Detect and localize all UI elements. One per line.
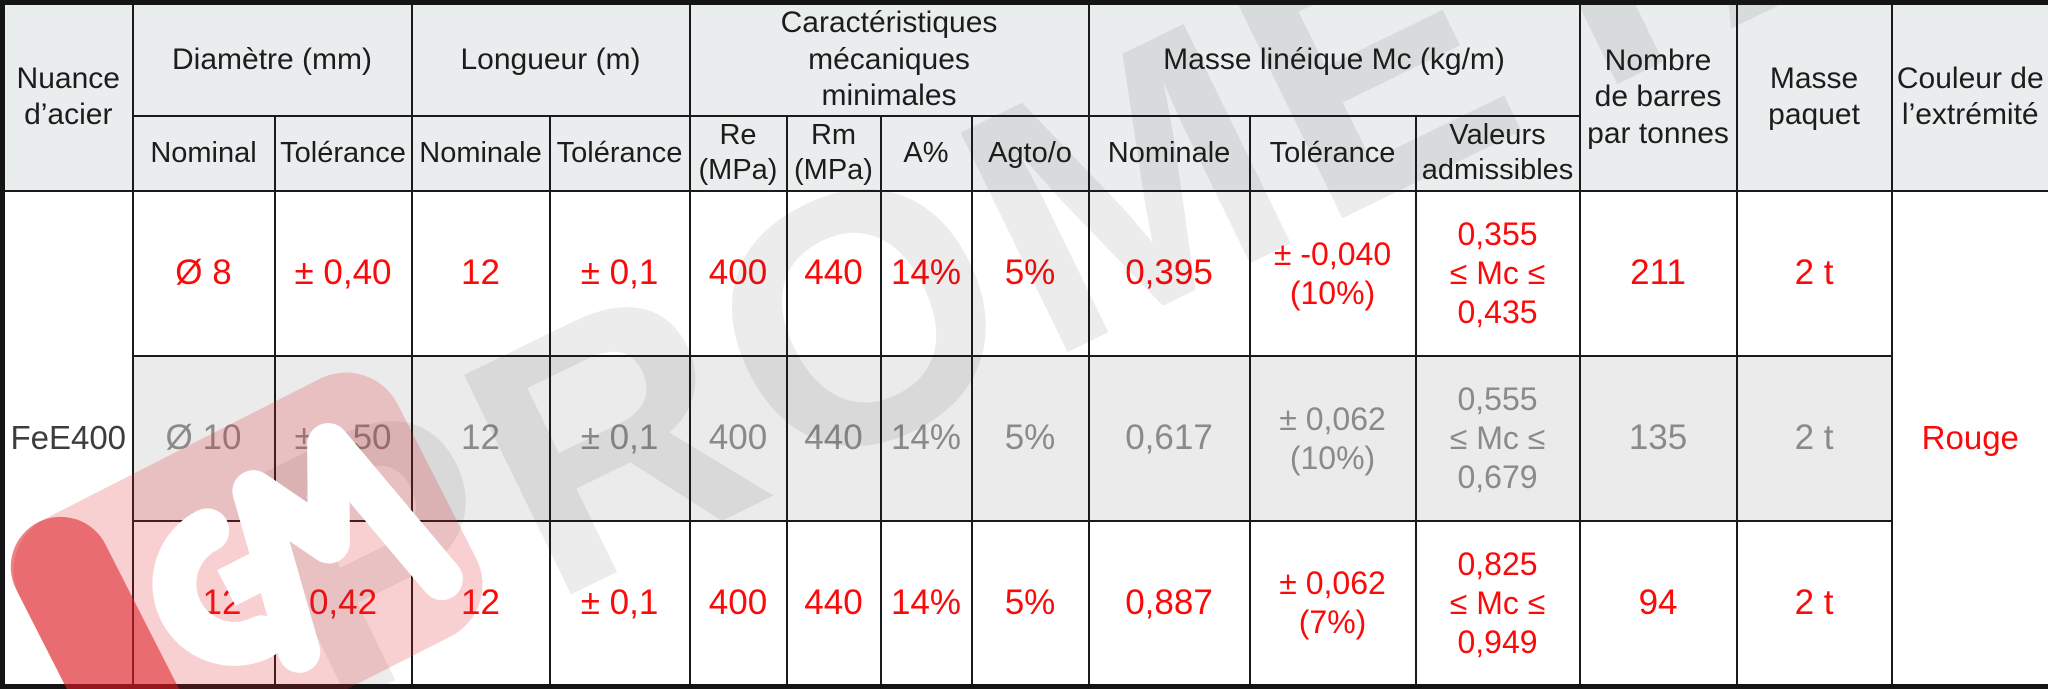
- subheader-rm-mpa: Rm (MPa): [785, 114, 882, 192]
- cell-mc-tolerance: ± 0,062 (7%): [1248, 520, 1417, 688]
- header-group-row: Nuance d’acier Diamètre (mm) Longueur (m…: [1, 1, 2048, 192]
- subheader-mc-nominale: Nominale: [1087, 114, 1251, 192]
- cell-rm: 440: [785, 189, 882, 358]
- cell-diam-tolerance: ± 0,40: [273, 189, 413, 358]
- cell-long-nominale: 12: [410, 355, 551, 523]
- cell-rm: 440: [785, 520, 882, 688]
- cell-a-percent: 14%: [879, 189, 973, 358]
- header-masse-lineique: Masse linéique Mc (kg/m): [1087, 1, 1581, 117]
- header-caracteristiques: Caractéristiques mécaniques minimales: [688, 1, 1090, 117]
- cell-long-nominale: 12: [410, 520, 551, 688]
- cell-agt: 5%: [970, 355, 1090, 523]
- cell-masse-paquet: 2 t: [1735, 520, 1893, 688]
- cell-nb-barres: 135: [1578, 355, 1738, 523]
- subheader-longueur-nominale: Nominale: [410, 114, 551, 192]
- header-couleur-extremite: Couleur de l’extrémité: [1890, 1, 2048, 192]
- subheader-diametre-tolerance: Tolérance: [273, 114, 413, 192]
- cell-masse-paquet: 2 t: [1735, 355, 1893, 523]
- cell-nuance-fee400: FeE400: [1, 189, 134, 688]
- cell-mc-valeurs: 0,825 ≤ Mc ≤ 0,949: [1414, 520, 1581, 688]
- subheader-diametre-nominal: Nominal: [131, 114, 276, 192]
- cell-re: 400: [688, 520, 788, 688]
- cell-agt: 5%: [970, 189, 1090, 358]
- cell-mc-nominale: 0,395: [1087, 189, 1251, 358]
- cell-mc-valeurs: 0,355 ≤ Mc ≤ 0,435: [1414, 189, 1581, 358]
- cell-long-nominale: 12: [410, 189, 551, 358]
- cell-a-percent: 14%: [879, 520, 973, 688]
- cell-diam-tolerance: ± 0,50: [273, 355, 413, 523]
- table-row: Ø 10 ± 0,50 12 ± 0,1 400 440 14% 5% 0,61…: [3, 355, 2048, 523]
- header-longueur: Longueur (m): [410, 1, 691, 117]
- cell-a-percent: 14%: [879, 355, 973, 523]
- cell-long-tolerance: ± 0,1: [548, 355, 691, 523]
- table-row: FeE400 Ø 8 ± 0,40 12 ± 0,1 400 440 14% 5…: [1, 189, 2048, 688]
- cell-nb-barres: 211: [1578, 189, 1738, 358]
- cell-nb-barres: 94: [1578, 520, 1738, 688]
- cell-agt: 5%: [970, 520, 1090, 688]
- subheader-longueur-tolerance: Tolérance: [548, 114, 691, 192]
- cell-mc-tolerance: ± -0,040 (10%): [1248, 189, 1417, 358]
- cell-diam-tolerance: 0,42: [273, 520, 413, 688]
- cell-masse-paquet: 2 t: [1735, 189, 1893, 358]
- subheader-valeurs-admissibles: Valeurs admissibles: [1414, 114, 1581, 192]
- cell-diam-nominal: Ø 8: [131, 189, 276, 358]
- cell-mc-nominale: 0,617: [1087, 355, 1251, 523]
- cell-diam-nominal: Ø 10: [131, 355, 276, 523]
- cell-mc-valeurs: 0,555 ≤ Mc ≤ 0,679: [1414, 355, 1581, 523]
- cell-couleur-rouge: Rouge: [1890, 189, 2048, 688]
- cell-mc-tolerance: ± 0,062 (10%): [1248, 355, 1417, 523]
- cell-re: 400: [688, 355, 788, 523]
- header-diametre: Diamètre (mm): [131, 1, 413, 117]
- cell-rm: 440: [785, 355, 882, 523]
- cell-re: 400: [688, 189, 788, 358]
- table-row: Ø 12 0,42 12 ± 0,1 400 440 14% 5% 0,887 …: [3, 520, 2048, 688]
- header-nuance-acier: Nuance d’acier: [1, 1, 134, 192]
- subheader-a-percent: A%: [879, 114, 973, 192]
- subheader-re-mpa: Re (MPa): [688, 114, 788, 192]
- cell-long-tolerance: ± 0,1: [548, 520, 691, 688]
- subheader-agt: Agto/o: [970, 114, 1090, 192]
- cell-mc-nominale: 0,887: [1087, 520, 1251, 688]
- header-masse-paquet: Masse paquet: [1735, 1, 1893, 192]
- cell-long-tolerance: ± 0,1: [548, 189, 691, 358]
- subheader-mc-tolerance: Tolérance: [1248, 114, 1417, 192]
- header-nombre-barres: Nombre de barres par tonnes: [1578, 1, 1738, 192]
- cell-diam-nominal: Ø 12: [131, 520, 276, 688]
- header-sub-row: Nominal Tolérance Nominale Tolérance Re …: [3, 114, 2048, 192]
